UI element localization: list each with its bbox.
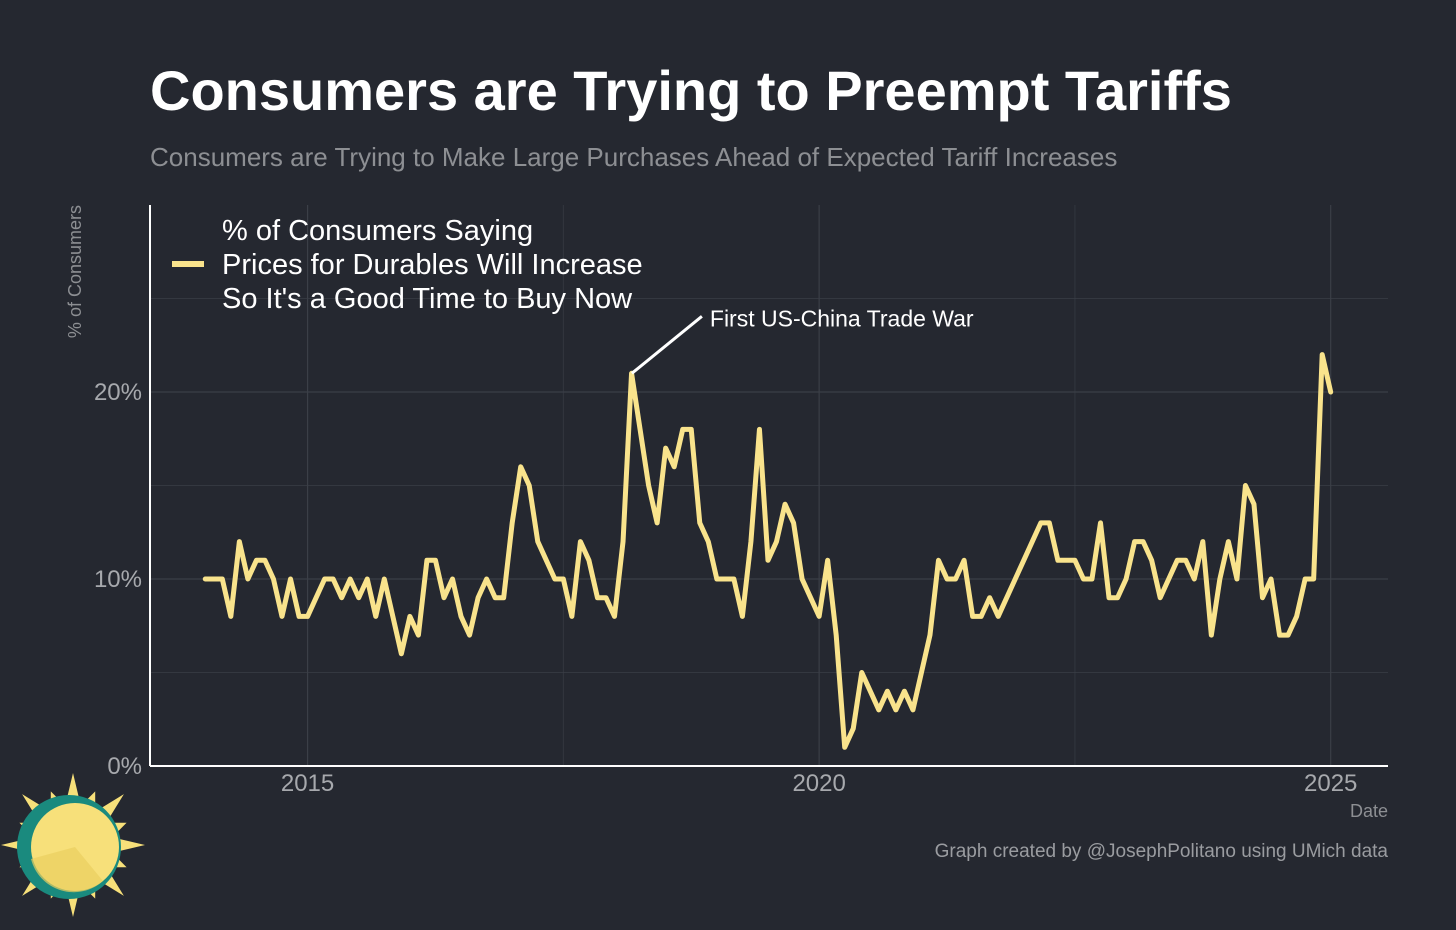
annotation-label: First US-China Trade War bbox=[710, 305, 974, 331]
y-tick-label: 10% bbox=[94, 566, 142, 593]
annotation-layer: First US-China Trade War bbox=[630, 305, 974, 375]
series-layer bbox=[202, 352, 1334, 750]
y-tick-label: 20% bbox=[94, 379, 142, 406]
legend-label-line: % of Consumers Saying bbox=[222, 215, 533, 247]
legend-label: % of Consumers Saying Prices for Durables… bbox=[222, 215, 643, 315]
annotation-pointer bbox=[630, 315, 703, 375]
x-tick-label: 2025 bbox=[1304, 770, 1357, 797]
chart-title: Consumers are Trying to Preempt Tariffs bbox=[150, 59, 1232, 122]
x-axis-title: Date bbox=[1350, 801, 1388, 821]
legend: % of Consumers Saying Prices for Durables… bbox=[172, 215, 643, 315]
legend-label-line: So It's a Good Time to Buy Now bbox=[222, 283, 633, 315]
sun-logo-icon bbox=[1, 773, 145, 917]
y-tick-label: 0% bbox=[107, 753, 142, 780]
source-credit: Graph created by @JosephPolitano using U… bbox=[934, 841, 1388, 862]
x-tick-label: 2015 bbox=[281, 770, 334, 797]
x-tick-label: 2020 bbox=[792, 770, 845, 797]
grid bbox=[150, 205, 1388, 766]
axes: 0% 10% 20% 2015 2020 2025 Date % of Consumers bbox=[65, 205, 1388, 821]
chart-subtitle: Consumers are Trying to Make Large Purch… bbox=[150, 142, 1118, 172]
series-line bbox=[202, 352, 1334, 750]
legend-label-line: Prices for Durables Will Increase bbox=[222, 249, 643, 281]
y-axis-title: % of Consumers bbox=[65, 205, 85, 338]
sun-shade bbox=[31, 847, 103, 893]
